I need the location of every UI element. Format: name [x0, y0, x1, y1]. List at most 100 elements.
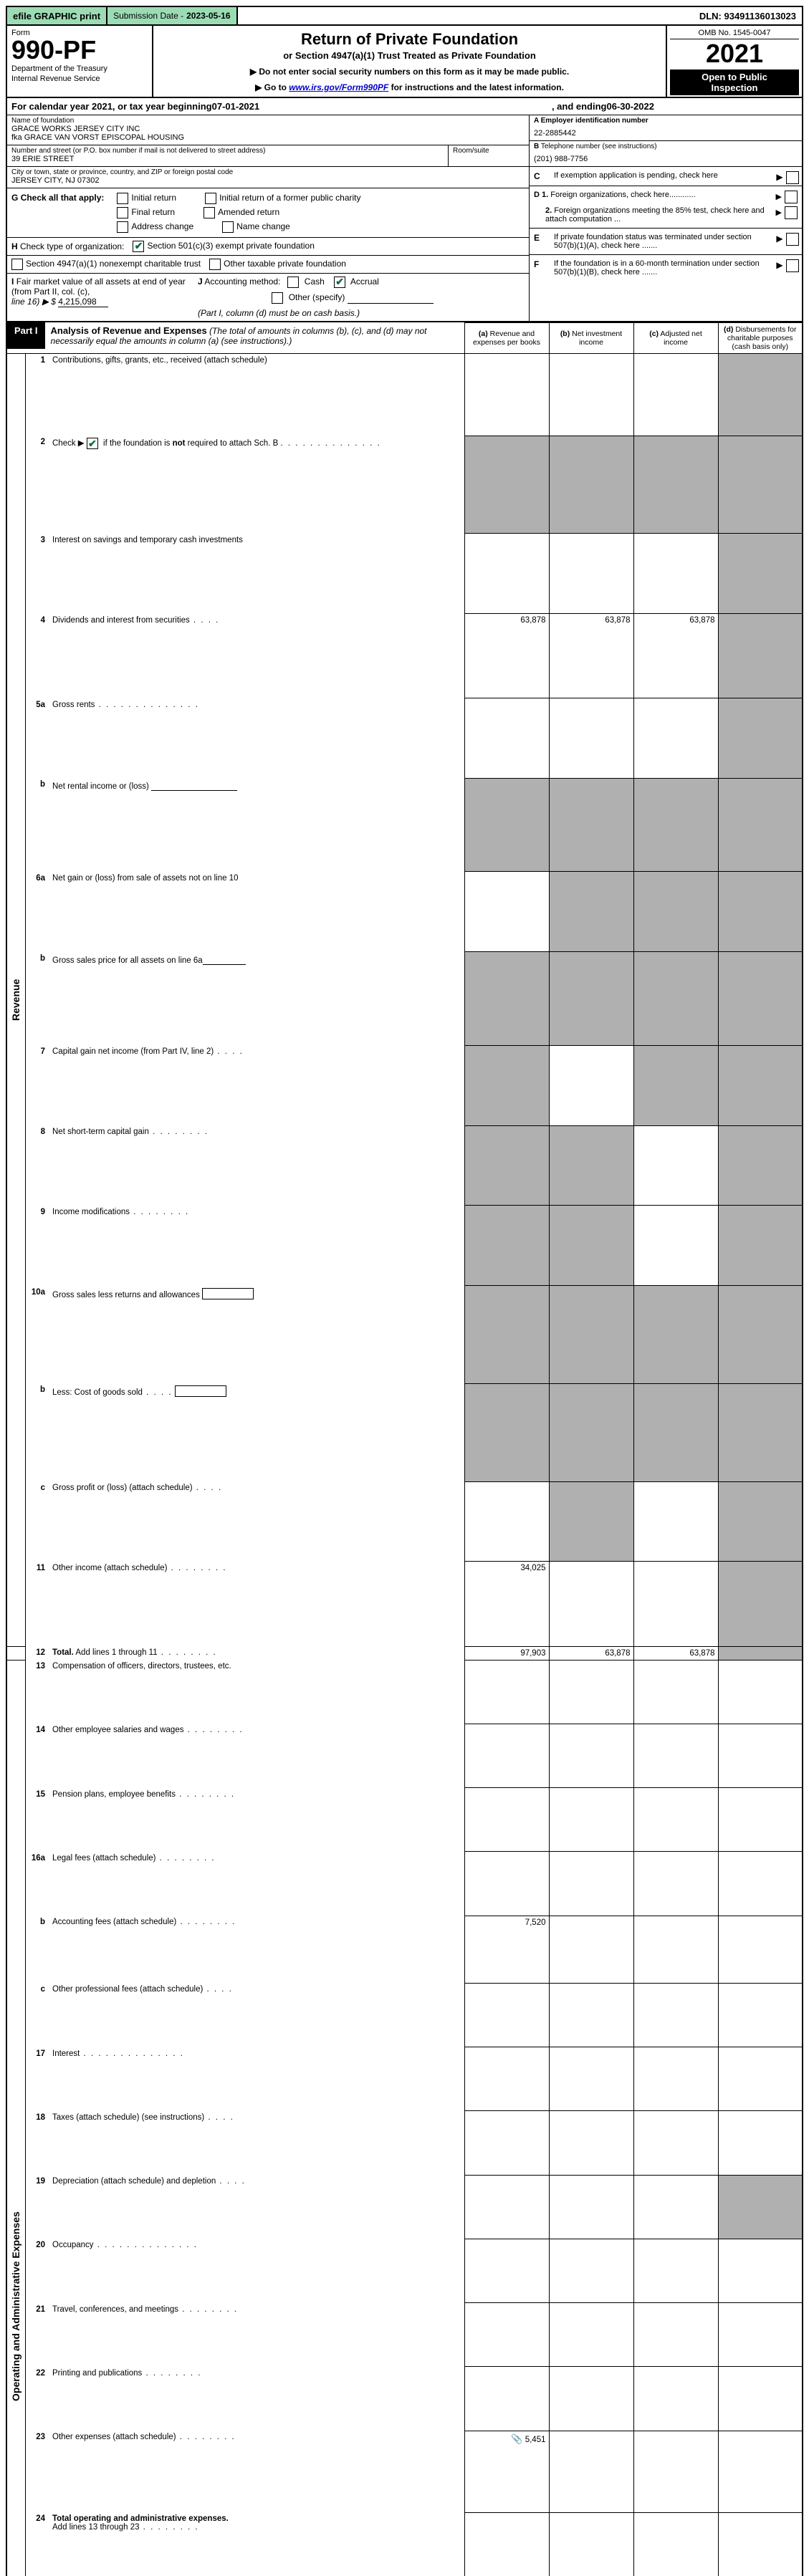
form-title: Return of Private Foundation [158, 30, 661, 49]
c-text: If exemption application is pending, che… [552, 167, 773, 186]
submission-date: Submission Date - 2023-05-16 [107, 7, 237, 24]
efile-print-button[interactable]: efile GRAPHIC print [7, 7, 107, 24]
checkbox-initial-return[interactable] [117, 193, 128, 204]
j-text: Accounting method: [204, 277, 280, 287]
col-a-head: (a) Revenue and expenses per books [464, 322, 549, 353]
checkbox-f[interactable] [786, 259, 799, 272]
checkbox-d1[interactable] [785, 191, 798, 203]
checkbox-other-taxable[interactable] [209, 259, 221, 270]
checkbox-initial-former[interactable] [205, 193, 216, 204]
line-14-no: 14 [25, 1724, 49, 1787]
g-label: G [11, 193, 18, 203]
h-opt-other: Other taxable private foundation [224, 259, 346, 269]
header-mid: Return of Private Foundation or Section … [153, 26, 667, 97]
line-23-desc: Other expenses (attach schedule) [49, 2431, 464, 2512]
line-3-no: 3 [25, 534, 49, 614]
submission-date-label: Submission Date - [113, 11, 183, 21]
checkbox-cash[interactable] [287, 277, 299, 288]
omb-number: OMB No. 1545-0047 [670, 27, 799, 39]
j-label: J [198, 277, 203, 287]
col-c-head: (c) Adjusted net income [633, 322, 718, 353]
h-text: Check type of organization: [20, 241, 124, 251]
line-15-desc: Pension plans, employee benefits [49, 1788, 464, 1852]
line-4-c: 63,878 [633, 614, 718, 698]
top-bar: efile GRAPHIC print Submission Date - 20… [6, 6, 803, 26]
line-22-desc: Printing and publications [49, 2367, 464, 2431]
room-suite-label: Room/suite [453, 147, 525, 155]
section-ij: I Fair market value of all assets at end… [7, 274, 529, 321]
info-right: A Employer identification number 22-2885… [529, 115, 802, 321]
line-16b-desc: Accounting fees (attach schedule) [49, 1916, 464, 1983]
checkbox-address-change[interactable] [117, 221, 128, 233]
col-d-head: (d) Disbursements for charitable purpose… [718, 322, 803, 353]
line-17-desc: Interest [49, 2047, 464, 2111]
line-24-desc: Total operating and administrative expen… [49, 2512, 464, 2576]
checkbox-final[interactable] [117, 207, 128, 218]
section-h: H Check type of organization: ✔Section 5… [7, 238, 529, 256]
line-20-desc: Occupancy [49, 2239, 464, 2302]
g-text: Check all that apply: [21, 193, 105, 203]
note-ssn-text: ▶ Do not enter social security numbers o… [250, 67, 569, 77]
checkbox-c[interactable] [786, 171, 799, 184]
line-1-desc: Contributions, gifts, grants, etc., rece… [49, 353, 464, 436]
f-text: If the foundation is in a 60-month termi… [552, 255, 773, 281]
line-16a-no: 16a [25, 1852, 49, 1916]
checkbox-name-change[interactable] [222, 221, 234, 233]
checkbox-amended[interactable] [204, 207, 215, 218]
g-opt-amended: Amended return [218, 207, 279, 217]
line-5a-desc: Gross rents [49, 698, 464, 779]
dept-irs: Internal Revenue Service [11, 75, 148, 83]
section-d: D 1. Foreign organizations, check here..… [530, 186, 802, 229]
checkbox-other-specify[interactable] [272, 292, 283, 304]
line-10a-desc: Gross sales less returns and allowances [49, 1286, 464, 1384]
line-16b-a: 7,520 [464, 1916, 549, 1983]
calendar-year-row: For calendar year 2021, or tax year begi… [6, 98, 803, 115]
foundation-name-2: fka GRACE VAN VORST EPISCOPAL HOUSING [11, 133, 525, 142]
cal-year-prefix: For calendar year 2021, or tax year begi… [11, 101, 212, 112]
line-10c-desc: Gross profit or (loss) (attach schedule) [49, 1481, 464, 1562]
attachment-icon[interactable]: 📎 [511, 2433, 522, 2444]
line-9-no: 9 [25, 1206, 49, 1286]
note-goto: ▶ Go to www.irs.gov/Form990PF for instru… [158, 82, 661, 92]
line-24-a: 12,971 [464, 2512, 549, 2576]
phone-value: (201) 988-7756 [534, 155, 798, 163]
foundation-name-1: GRACE WORKS JERSEY CITY INC [11, 125, 525, 133]
line-3-desc: Interest on savings and temporary cash i… [49, 534, 464, 614]
line-24-d: 0 [718, 2512, 803, 2576]
foundation-name-label: Name of foundation [11, 117, 525, 125]
operating-expenses-label: Operating and Administrative Expenses [10, 1663, 21, 2576]
g-opt-name: Name change [236, 221, 290, 231]
checkbox-d2[interactable] [785, 206, 798, 219]
line-13-no: 13 [25, 1660, 49, 1724]
open-to-public: Open to Public Inspection [670, 69, 799, 95]
checkbox-e[interactable] [786, 233, 799, 246]
line-10b-desc: Less: Cost of goods sold [49, 1383, 464, 1481]
line-11-no: 11 [25, 1562, 49, 1646]
i-text-1: Fair market value of all assets at end o… [11, 277, 186, 297]
note-ssn: ▶ Do not enter social security numbers o… [158, 67, 661, 77]
fmv-value: 4,215,098 [58, 297, 108, 307]
line-12-b: 63,878 [549, 1646, 633, 1660]
line-18-desc: Taxes (attach schedule) (see instruction… [49, 2111, 464, 2175]
line-6b-desc: Gross sales price for all assets on line… [49, 952, 464, 1045]
part1-table: Part I Analysis of Revenue and Expenses … [6, 322, 803, 2576]
line-4-no: 4 [25, 614, 49, 698]
line-12-c: 63,878 [633, 1646, 718, 1660]
info-left: Name of foundation GRACE WORKS JERSEY CI… [7, 115, 529, 321]
section-g: G Check all that apply: Initial return I… [7, 188, 529, 238]
line-4-a: 63,878 [464, 614, 549, 698]
line-6a-desc: Net gain or (loss) from sale of assets n… [49, 872, 464, 952]
checkbox-4947[interactable] [11, 259, 23, 270]
line-14-desc: Other employee salaries and wages [49, 1724, 464, 1787]
checkbox-schb[interactable]: ✔ [87, 438, 98, 449]
checkbox-501c3[interactable]: ✔ [133, 241, 144, 252]
instructions-link[interactable]: www.irs.gov/Form990PF [289, 82, 388, 92]
line-12-no: 12 [25, 1646, 49, 1660]
d2-label: 2. [545, 206, 552, 215]
checkbox-accrual[interactable]: ✔ [334, 277, 345, 288]
i-label: I [11, 277, 14, 287]
line-7-desc: Capital gain net income (from Part IV, l… [49, 1045, 464, 1125]
open-to-public-l2: Inspection [670, 82, 799, 93]
note-goto-suffix: for instructions and the latest informat… [388, 82, 564, 92]
line-5b-desc: Net rental income or (loss) [49, 778, 464, 871]
